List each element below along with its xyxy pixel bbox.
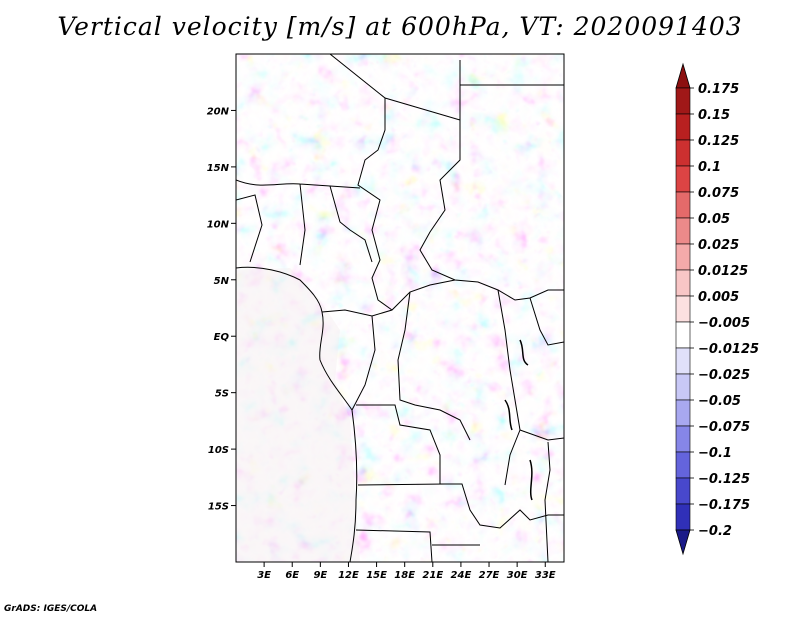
lake-outline <box>504 399 513 431</box>
x-tick-label: 15E <box>366 570 387 581</box>
grads-credit: GrADS: IGES/COLA <box>4 604 98 614</box>
map-frame <box>235 53 565 563</box>
colorbar-swatch <box>675 191 691 219</box>
colorbar-swatch <box>675 243 691 271</box>
colorbar-label: −0.025 <box>698 368 750 383</box>
x-tick-label: 18E <box>394 570 415 581</box>
y-tick-label: 5S <box>215 389 229 400</box>
border-line <box>459 60 564 120</box>
colorbar-label: 0.15 <box>698 108 730 123</box>
x-tick-label: 21E <box>422 570 443 581</box>
x-tick-label: 33E <box>535 570 556 581</box>
y-tick-label: 20N <box>207 106 230 117</box>
colorbar-swatch <box>675 165 691 193</box>
colorbar-label: −0.005 <box>698 316 750 331</box>
field-detail <box>236 54 564 562</box>
lake-outline <box>529 459 533 501</box>
colorbar-extend-top <box>675 62 691 89</box>
x-tick-label: 9E <box>313 570 327 581</box>
colorbar-swatch <box>675 87 691 115</box>
colorbar-label: −0.05 <box>698 394 741 409</box>
colorbar-swatch <box>675 295 691 323</box>
colorbar-extend-bottom <box>675 529 691 556</box>
colorbar-swatch <box>675 139 691 167</box>
y-tick-label: 10S <box>208 445 229 456</box>
border-line <box>397 291 471 441</box>
velocity-field <box>236 54 564 562</box>
colorbar-label: 0.175 <box>698 82 739 97</box>
border-line <box>355 483 480 562</box>
y-tick-label: 10N <box>207 219 230 230</box>
x-tick-label: 12E <box>338 570 359 581</box>
colorbar-swatch <box>675 503 691 531</box>
colorbar-label: 0.0125 <box>698 264 748 279</box>
map-title: Vertical velocity [m/s] at 600hPa, VT: 2… <box>57 12 743 41</box>
border-line <box>384 97 564 301</box>
colorbar-swatch <box>675 477 691 505</box>
x-axis: 3E 6E 9E 12E 15E 18E 21E 24E 27E 30E 33E <box>257 562 556 581</box>
colorbar-label: −0.0125 <box>698 342 759 357</box>
colorbar-swatch <box>675 113 691 141</box>
colorbar-label: 0.005 <box>698 290 739 305</box>
colorbar: 0.175 0.15 0.125 0.1 0.075 0.05 0.025 0.0125 0.0… <box>675 62 759 556</box>
x-tick-label: 24E <box>451 570 472 581</box>
border-line <box>544 441 551 562</box>
colorbar-label: −0.075 <box>698 420 750 435</box>
colorbar-swatch <box>675 399 691 427</box>
country-borders <box>236 54 564 562</box>
colorbar-swatch <box>675 347 691 375</box>
colorbar-swatch <box>675 269 691 297</box>
border-line <box>497 289 564 486</box>
colorbar-label: −0.125 <box>698 472 750 487</box>
coastline <box>236 266 358 562</box>
x-tick-label: 30E <box>507 570 528 581</box>
border-line <box>529 297 564 346</box>
colorbar-label: 0.05 <box>698 212 730 227</box>
colorbar-label: −0.1 <box>698 446 732 461</box>
border-line <box>321 279 456 317</box>
border-line <box>329 54 393 311</box>
colorbar-label: 0.125 <box>698 134 739 149</box>
lake-outline <box>519 339 529 366</box>
x-tick-label: 27E <box>479 570 500 581</box>
x-tick-label: 3E <box>257 570 271 581</box>
y-axis: 20N 15N 10N 5N EQ 5S 10S 15S <box>207 106 236 513</box>
border-line <box>236 194 263 263</box>
colorbar-label: −0.2 <box>698 524 732 539</box>
y-tick-label: EQ <box>214 332 230 343</box>
colorbar-swatch <box>675 425 691 453</box>
border-line <box>356 404 564 529</box>
border-line <box>236 179 361 266</box>
colorbar-label: 0.025 <box>698 238 739 253</box>
border-line <box>329 185 373 263</box>
colorbar-label: 0.075 <box>698 186 739 201</box>
colorbar-swatch <box>675 321 691 349</box>
y-tick-label: 15S <box>208 502 229 513</box>
colorbar-swatch <box>675 373 691 401</box>
colorbar-swatch <box>675 217 691 245</box>
border-line <box>351 315 376 411</box>
colorbar-swatch <box>675 451 691 479</box>
x-tick-label: 6E <box>285 570 299 581</box>
colorbar-label: −0.175 <box>698 498 750 513</box>
colorbar-label: 0.1 <box>698 160 721 175</box>
y-tick-label: 5N <box>214 276 230 287</box>
ocean-region <box>236 268 360 562</box>
y-tick-label: 15N <box>207 163 230 174</box>
